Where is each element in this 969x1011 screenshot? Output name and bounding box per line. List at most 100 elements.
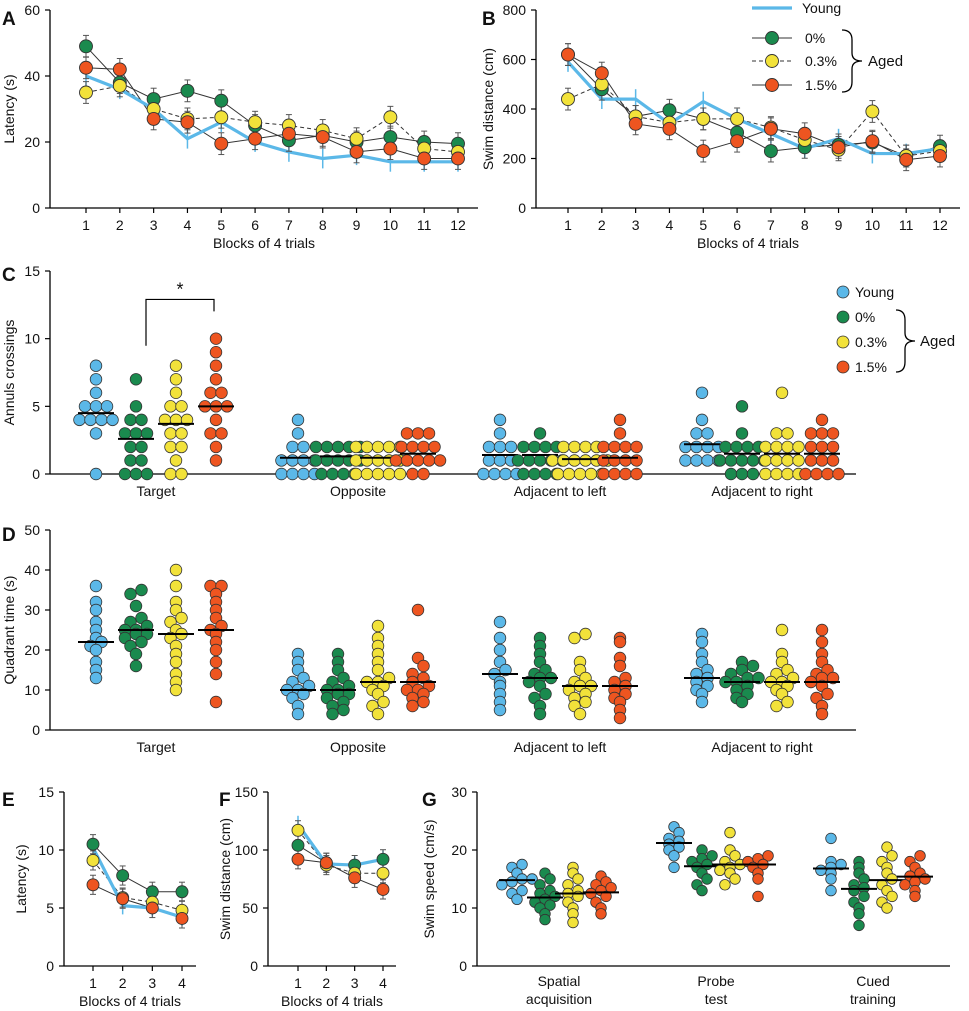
series-line-Young bbox=[91, 846, 183, 919]
category-label: Target bbox=[137, 483, 176, 499]
data-point-0% bbox=[135, 583, 148, 597]
category-label: acquisition bbox=[526, 991, 592, 1007]
data-point-1.5% bbox=[451, 151, 465, 166]
data-point-1.5% bbox=[815, 635, 829, 649]
data-point-0.3% bbox=[382, 440, 396, 454]
x-tick-label: 1 bbox=[564, 217, 572, 233]
data-point-1.5% bbox=[826, 454, 840, 467]
data-point-0% bbox=[746, 659, 760, 673]
data-point-1.5% bbox=[933, 149, 947, 163]
data-point-0% bbox=[517, 467, 530, 481]
data-point-0.3% bbox=[169, 359, 183, 372]
data-point-0.3% bbox=[112, 78, 127, 93]
data-point-0.3% bbox=[349, 440, 363, 454]
data-point-1.5% bbox=[175, 911, 189, 925]
category-label: Probe bbox=[697, 973, 735, 989]
data-point-0.3% bbox=[371, 440, 385, 454]
data-point-Young bbox=[291, 427, 305, 440]
data-point-Young bbox=[526, 873, 538, 885]
data-point-1.5% bbox=[400, 427, 414, 440]
x-tick-label: 10 bbox=[865, 217, 881, 233]
data-point-1.5% bbox=[613, 427, 627, 440]
data-point-Young bbox=[825, 832, 837, 845]
x-tick-label: 7 bbox=[767, 217, 775, 233]
data-point-Young bbox=[89, 386, 103, 400]
data-point-1.5% bbox=[209, 440, 223, 454]
x-tick-label: 1 bbox=[82, 217, 90, 233]
y-tick-label: 20 bbox=[24, 642, 40, 658]
data-point-0% bbox=[528, 440, 541, 454]
data-point-0% bbox=[135, 454, 148, 467]
data-point-0.3% bbox=[886, 873, 898, 885]
data-point-Young bbox=[695, 413, 709, 427]
data-point-1.5% bbox=[628, 116, 643, 131]
data-point-1.5% bbox=[815, 427, 829, 440]
y-tick-label: 400 bbox=[503, 101, 527, 117]
data-point-Young bbox=[297, 454, 310, 467]
data-point-0.3% bbox=[393, 467, 407, 481]
y-axis-label: Latency (s) bbox=[13, 844, 29, 913]
data-point-Young bbox=[673, 841, 685, 853]
data-point-Young bbox=[73, 413, 86, 427]
x-tick-label: 2 bbox=[598, 217, 606, 233]
y-axis: 0 10 20 30 Swim speed (cm/s) bbox=[421, 784, 478, 974]
data-point-1.5% bbox=[619, 467, 632, 481]
data-point-Young bbox=[701, 440, 714, 454]
data-point-0.3% bbox=[175, 611, 188, 625]
data-point-0.3% bbox=[770, 440, 783, 454]
legend-label: 0.3% bbox=[805, 53, 837, 69]
data-point-1.5% bbox=[209, 332, 223, 345]
legend-c: Young 0% 0.3% 1.5% Aged bbox=[836, 284, 955, 375]
x-tick-label: 1 bbox=[294, 975, 302, 991]
x-tick-label: 3 bbox=[150, 217, 158, 233]
x-tick-label: 7 bbox=[285, 217, 293, 233]
data-point-0.3% bbox=[175, 440, 188, 454]
data-point-1.5% bbox=[112, 62, 127, 77]
legend-young-label: Young bbox=[802, 0, 841, 16]
data-point-0.3% bbox=[377, 695, 390, 709]
x-axis-label: Blocks of 4 trials bbox=[697, 235, 799, 251]
data-point-0% bbox=[129, 427, 143, 440]
data-point-0.3% bbox=[164, 427, 177, 440]
data-point-Young bbox=[89, 579, 103, 593]
y-tick-label: 800 bbox=[503, 2, 527, 18]
data-point-0% bbox=[326, 707, 339, 721]
data-point-0.3% bbox=[214, 110, 229, 125]
data-point-Young bbox=[815, 864, 827, 877]
data-point-0% bbox=[214, 93, 229, 108]
data-point-0% bbox=[309, 440, 323, 454]
x-tick-label: 2 bbox=[322, 975, 330, 991]
legend-top: Young 0% 0.3% 1.5% Aged bbox=[752, 0, 903, 93]
data-point-Young bbox=[493, 413, 507, 427]
data-point-1.5% bbox=[594, 66, 609, 81]
data-point-Young bbox=[835, 858, 847, 871]
category-label: Cued bbox=[856, 973, 889, 989]
data-point-1.5% bbox=[630, 467, 643, 481]
data-point-Young bbox=[89, 467, 103, 481]
data-point-Young bbox=[78, 400, 92, 413]
data-point-0% bbox=[735, 695, 749, 709]
data-point-Young bbox=[695, 695, 709, 709]
data-point-0.3% bbox=[169, 386, 183, 400]
data-point-0.3% bbox=[792, 440, 805, 454]
data-point-0% bbox=[331, 440, 345, 454]
data-point-1.5% bbox=[613, 659, 627, 673]
data-point-0.3% bbox=[729, 873, 741, 885]
category-label: Adjacent to right bbox=[711, 739, 812, 755]
y-tick-label: 40 bbox=[24, 562, 40, 578]
data-point-0% bbox=[544, 899, 556, 911]
data-point-0.3% bbox=[775, 623, 789, 637]
data-point-Young bbox=[106, 413, 119, 427]
legend-marker bbox=[836, 285, 850, 299]
data-point-0% bbox=[135, 440, 148, 454]
data-point-Young bbox=[275, 467, 288, 481]
legend-marker bbox=[836, 310, 850, 324]
data-point-Young bbox=[679, 454, 692, 467]
data-point-1.5% bbox=[804, 427, 818, 440]
data-point-Young bbox=[695, 386, 709, 400]
data-point-0.3% bbox=[567, 916, 579, 929]
x-tick-label: 6 bbox=[251, 217, 259, 233]
data-point-0.3% bbox=[886, 850, 898, 862]
data-point-1.5% bbox=[209, 346, 223, 359]
data-point-Young bbox=[701, 427, 714, 440]
